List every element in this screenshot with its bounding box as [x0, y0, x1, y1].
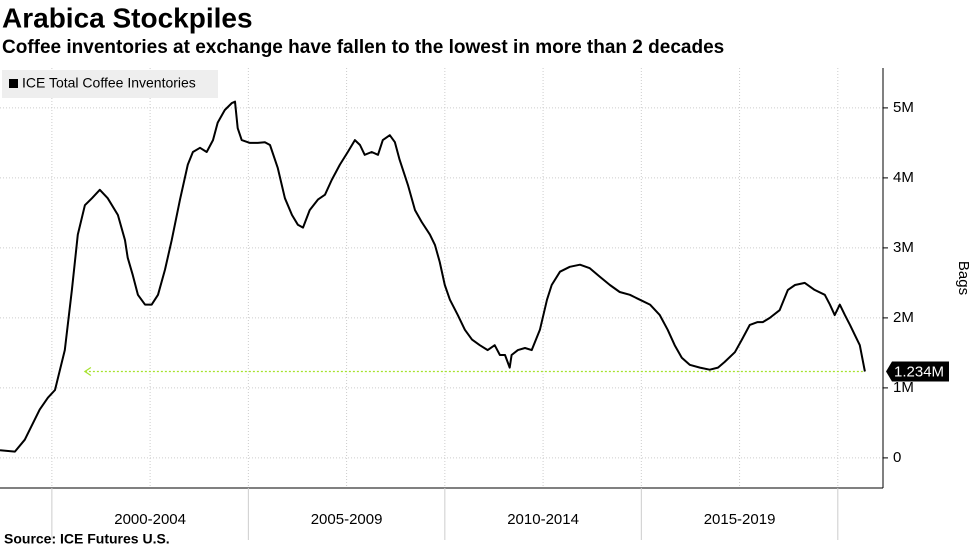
source: Source: ICE Futures U.S. [4, 531, 170, 547]
y-tick-label: 0 [893, 449, 901, 466]
chart-title: Arabica Stockpiles [2, 2, 253, 33]
y-tick-label: 4M [893, 169, 914, 186]
annotation-label: 1.234M [894, 363, 944, 380]
y-tick-label: 3M [893, 239, 914, 256]
chart-subtitle: Coffee inventories at exchange have fall… [2, 37, 724, 58]
y-axis-label: Bags [955, 261, 972, 295]
legend-label: ICE Total Coffee Inventories [22, 75, 196, 91]
line [0, 100, 866, 453]
x-tick-label: 2010-2014 [507, 511, 579, 528]
legend-swatch [9, 79, 18, 88]
y-tick-label: 2M [893, 309, 914, 326]
y-tick-label: 1M [893, 379, 914, 396]
x-tick-label: 2005-2009 [311, 511, 383, 528]
x-tick-label: 2000-2004 [114, 511, 186, 528]
x-tick-label: 2015-2019 [704, 511, 776, 528]
y-tick-label: 5M [893, 99, 914, 116]
annotation-box [886, 361, 949, 382]
legend-box [2, 70, 218, 98]
reference-arrow [83, 367, 92, 377]
